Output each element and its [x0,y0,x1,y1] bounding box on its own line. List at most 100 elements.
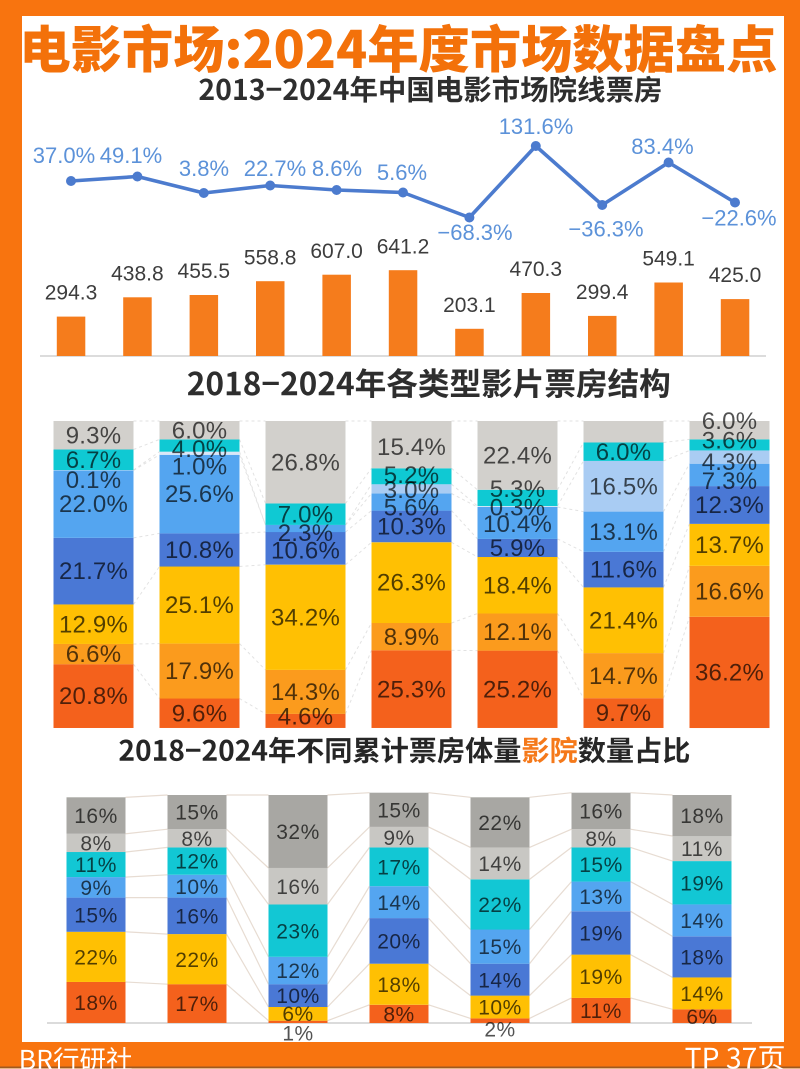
svg-text:36.2%: 36.2% [695,660,764,687]
svg-text:11%: 11% [75,854,117,877]
svg-text:11%: 11% [681,838,723,861]
svg-text:10.6%: 10.6% [271,538,340,565]
svg-text:6.0%: 6.0% [596,439,652,466]
svg-text:6%: 6% [686,1006,717,1029]
svg-text:9.7%: 9.7% [596,700,652,727]
svg-text:18%: 18% [680,805,724,828]
svg-text:19%: 19% [579,966,623,989]
svg-text:18%: 18% [377,974,421,997]
svg-text:5.6%: 5.6% [377,160,427,185]
svg-text:2%: 2% [484,1019,515,1042]
svg-text:34.2%: 34.2% [271,604,340,631]
svg-text:15%: 15% [478,936,522,959]
svg-text:14%: 14% [478,853,522,876]
svg-text:4.3%: 4.3% [702,449,758,476]
svg-text:9.3%: 9.3% [66,422,122,449]
svg-text:10.4%: 10.4% [483,511,552,538]
svg-text:16%: 16% [74,805,118,828]
svg-text:6%: 6% [282,1003,313,1026]
svg-text:5.9%: 5.9% [490,535,546,562]
svg-text:14%: 14% [478,969,522,992]
svg-text:8.6%: 8.6% [312,156,362,181]
svg-text:294.3: 294.3 [45,282,98,305]
svg-text:18.4%: 18.4% [483,572,552,599]
svg-text:17%: 17% [377,856,421,879]
svg-text:131.6%: 131.6% [499,114,574,139]
svg-text:6.7%: 6.7% [66,447,122,474]
svg-text:20.8%: 20.8% [59,683,128,710]
svg-text:22.4%: 22.4% [483,443,552,470]
svg-text:8%: 8% [80,833,111,856]
svg-text:18%: 18% [680,947,724,970]
svg-text:5.6%: 5.6% [384,495,440,522]
svg-text:7.3%: 7.3% [702,468,758,495]
svg-text:8%: 8% [585,828,616,851]
svg-text:455.5: 455.5 [178,260,231,283]
svg-text:12.9%: 12.9% [59,611,128,638]
svg-text:16%: 16% [175,905,219,928]
svg-text:15.4%: 15.4% [377,434,446,461]
svg-text:6.0%: 6.0% [702,408,758,435]
svg-text:10.8%: 10.8% [165,537,234,564]
svg-text:9.6%: 9.6% [172,700,228,727]
svg-text:32%: 32% [276,821,320,844]
svg-text:470.3: 470.3 [510,258,563,281]
svg-text:299.4: 299.4 [576,281,629,304]
svg-text:13.1%: 13.1% [589,519,658,546]
svg-text:23%: 23% [276,920,320,943]
svg-text:12.3%: 12.3% [695,492,764,519]
svg-text:558.8: 558.8 [244,246,297,269]
svg-text:1.0%: 1.0% [172,454,228,481]
svg-text:17.9%: 17.9% [165,658,234,685]
svg-text:4.6%: 4.6% [278,704,334,731]
svg-text:607.0: 607.0 [310,240,363,263]
svg-text:9%: 9% [80,877,111,900]
svg-text:12.1%: 12.1% [483,619,552,646]
svg-text:3.6%: 3.6% [702,428,758,455]
svg-text:6.6%: 6.6% [66,641,122,668]
svg-text:11.6%: 11.6% [590,557,657,584]
svg-text:−36.3%: −36.3% [568,217,643,242]
svg-text:15%: 15% [175,802,219,825]
svg-text:49.1%: 49.1% [100,143,162,168]
svg-text:8.9%: 8.9% [384,624,440,651]
svg-text:25.2%: 25.2% [483,676,552,703]
svg-text:−68.3%: −68.3% [437,220,512,245]
svg-text:13%: 13% [579,886,623,909]
svg-text:−22.6%: −22.6% [701,206,776,231]
svg-text:37.0%: 37.0% [33,143,95,168]
svg-text:15%: 15% [377,799,421,822]
svg-text:26.8%: 26.8% [271,449,340,476]
svg-text:10%: 10% [276,985,320,1008]
svg-text:19%: 19% [680,872,724,895]
svg-text:10%: 10% [478,997,522,1020]
svg-text:83.4%: 83.4% [631,134,693,159]
svg-text:203.1: 203.1 [443,294,496,317]
svg-text:25.1%: 25.1% [165,592,234,619]
svg-text:425.0: 425.0 [709,264,762,287]
svg-text:16.5%: 16.5% [589,473,658,500]
svg-text:5.3%: 5.3% [490,476,546,503]
svg-text:10.3%: 10.3% [377,514,446,541]
svg-text:9%: 9% [383,827,414,850]
svg-text:22%: 22% [478,894,522,917]
svg-text:8%: 8% [383,1004,414,1027]
svg-text:15%: 15% [579,854,623,877]
svg-text:25.6%: 25.6% [165,481,234,508]
svg-text:22%: 22% [74,947,118,970]
svg-text:11%: 11% [580,1000,622,1023]
svg-text:26.3%: 26.3% [377,570,446,597]
svg-text:12%: 12% [276,960,320,983]
svg-text:15%: 15% [74,904,118,927]
svg-text:17%: 17% [175,993,219,1016]
svg-text:21.7%: 21.7% [59,558,128,585]
svg-text:0.3%: 0.3% [490,495,546,522]
svg-text:641.2: 641.2 [377,235,430,258]
svg-text:5.2%: 5.2% [384,462,440,489]
svg-text:12%: 12% [175,851,219,874]
svg-text:20%: 20% [377,931,421,954]
svg-text:14%: 14% [680,983,724,1006]
svg-text:4.0%: 4.0% [172,436,228,463]
svg-text:6.0%: 6.0% [172,418,228,445]
svg-text:22.0%: 22.0% [59,491,128,518]
